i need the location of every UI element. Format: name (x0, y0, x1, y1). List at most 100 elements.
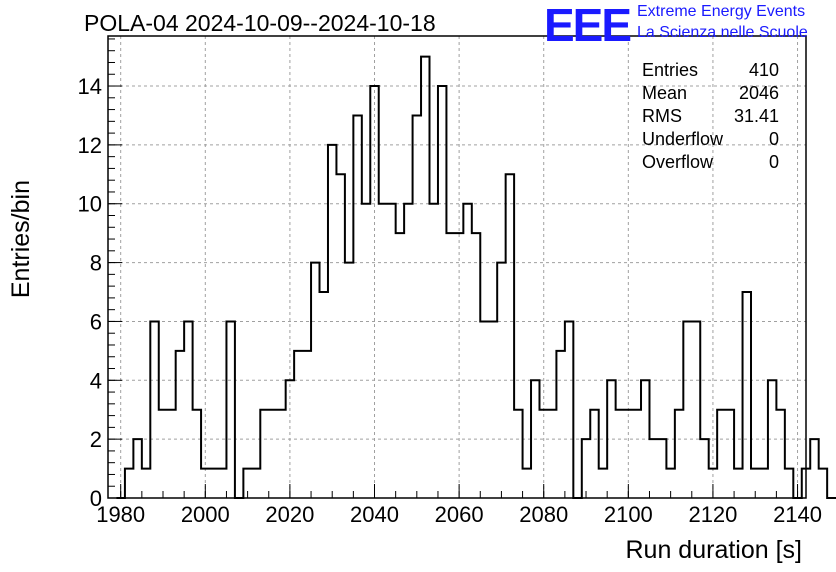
histogram-bin (260, 410, 268, 498)
stat-value-overflow: 0 (768, 152, 779, 172)
x-tick-label: 2000 (181, 502, 230, 527)
y-tick-label: 6 (90, 309, 102, 334)
x-tick-label: 2020 (265, 502, 314, 527)
stat-value-rms: 31.41 (733, 106, 779, 126)
histogram-bin (286, 380, 294, 498)
histogram-bin (514, 410, 522, 498)
x-tick-label: 2080 (519, 502, 568, 527)
histogram-bin (404, 204, 412, 498)
histogram-bin (480, 321, 488, 498)
histogram-bin (379, 204, 387, 498)
histogram-bin (616, 410, 624, 498)
stat-value-mean: 2046 (738, 83, 779, 103)
histogram-bin (176, 351, 184, 498)
histogram-bin (599, 469, 607, 498)
histogram-bin (675, 410, 683, 498)
histogram-bin (810, 439, 818, 498)
x-tick-label: 2100 (604, 502, 653, 527)
histogram-bin (489, 321, 497, 498)
y-tick-label: 10 (78, 192, 102, 217)
histogram-bin (353, 115, 361, 498)
x-axis-label: Run duration [s] (625, 536, 803, 564)
y-tick-label: 4 (90, 368, 102, 393)
histogram-bin (142, 469, 150, 498)
histogram-bin (700, 439, 708, 498)
histogram-bin (438, 86, 446, 498)
histogram-bin (336, 174, 344, 498)
x-tick-label: 1980 (96, 502, 145, 527)
histogram-bin (150, 321, 158, 498)
stat-value-underflow: 0 (768, 129, 779, 149)
histogram-bin (649, 439, 657, 498)
histogram-bin (303, 351, 311, 498)
logo-line-2: La Scienza nelle Scuole (637, 24, 808, 41)
histogram-bin (184, 321, 192, 498)
histogram-bin (759, 469, 767, 498)
plot-frame (107, 35, 807, 499)
y-tick-label: 2 (90, 427, 102, 452)
histogram (116, 55, 836, 499)
histogram-bin (430, 204, 438, 498)
histogram-bin (311, 263, 319, 498)
y-axis-label: Entries/bin (7, 180, 35, 299)
histogram-bin (726, 410, 734, 498)
histogram-bin (607, 380, 615, 498)
x-tick-label: 2140 (773, 502, 822, 527)
stat-label-rms: RMS (642, 106, 682, 126)
histogram-bin (328, 145, 336, 498)
histogram-bin (413, 115, 421, 498)
grid-lines (108, 36, 806, 498)
histogram-bin (277, 410, 285, 498)
histogram-bin (387, 204, 395, 498)
axis-ticks (108, 38, 799, 499)
histogram-bin (633, 410, 641, 498)
stat-label-entries: Entries (642, 60, 699, 80)
stat-label-underflow: Underflow (642, 129, 724, 149)
histogram-bin (455, 233, 463, 498)
histogram-bin (421, 57, 429, 498)
histogram-bin (734, 469, 742, 498)
histogram-bin (125, 469, 133, 498)
histogram-bin (819, 469, 827, 498)
histogram-bin (548, 410, 556, 498)
y-tick-label: 14 (78, 74, 102, 99)
histogram-bin (776, 410, 784, 498)
histogram-bin (167, 410, 175, 498)
histogram-outline (116, 55, 836, 499)
histogram-bin (785, 469, 793, 498)
histogram-bin (320, 292, 328, 498)
histogram-bin (641, 380, 649, 498)
histogram-bin (497, 263, 505, 498)
histogram-bin (269, 410, 277, 498)
histogram-bin (743, 292, 751, 498)
tick-labels: 1980 2000 2020 2040 2060 2080 2100 2120 2140 0 2 4 6… (78, 74, 823, 527)
histogram-bin (252, 469, 260, 498)
histogram-bin (210, 469, 218, 498)
histogram-bin (294, 351, 302, 498)
histogram-bin (590, 410, 598, 498)
histogram-bin (565, 321, 573, 498)
histogram-bin (396, 233, 404, 498)
histogram-bin (658, 439, 666, 498)
y-tick-label: 8 (90, 251, 102, 276)
histogram-bin (472, 233, 480, 498)
stat-value-entries: 410 (748, 60, 779, 80)
histogram-bin (582, 439, 590, 498)
histogram-bin (556, 351, 564, 498)
stat-label-mean: Mean (642, 83, 688, 103)
histogram-bin (463, 204, 471, 498)
x-tick-label: 2060 (435, 502, 484, 527)
histogram-bin (218, 469, 226, 498)
histogram-bin (768, 380, 776, 498)
histogram-bin (717, 410, 725, 498)
chart-title: POLA-04 2024-10-09--2024-10-18 (84, 10, 436, 36)
histogram-bin (226, 321, 234, 498)
histogram-bin (692, 321, 700, 498)
x-tick-label: 2040 (350, 502, 399, 527)
histogram-bin (159, 410, 167, 498)
histogram-bin (683, 321, 691, 498)
histogram-bin (193, 410, 201, 498)
histogram-bin (446, 233, 454, 498)
x-tick-label: 2120 (688, 502, 737, 527)
